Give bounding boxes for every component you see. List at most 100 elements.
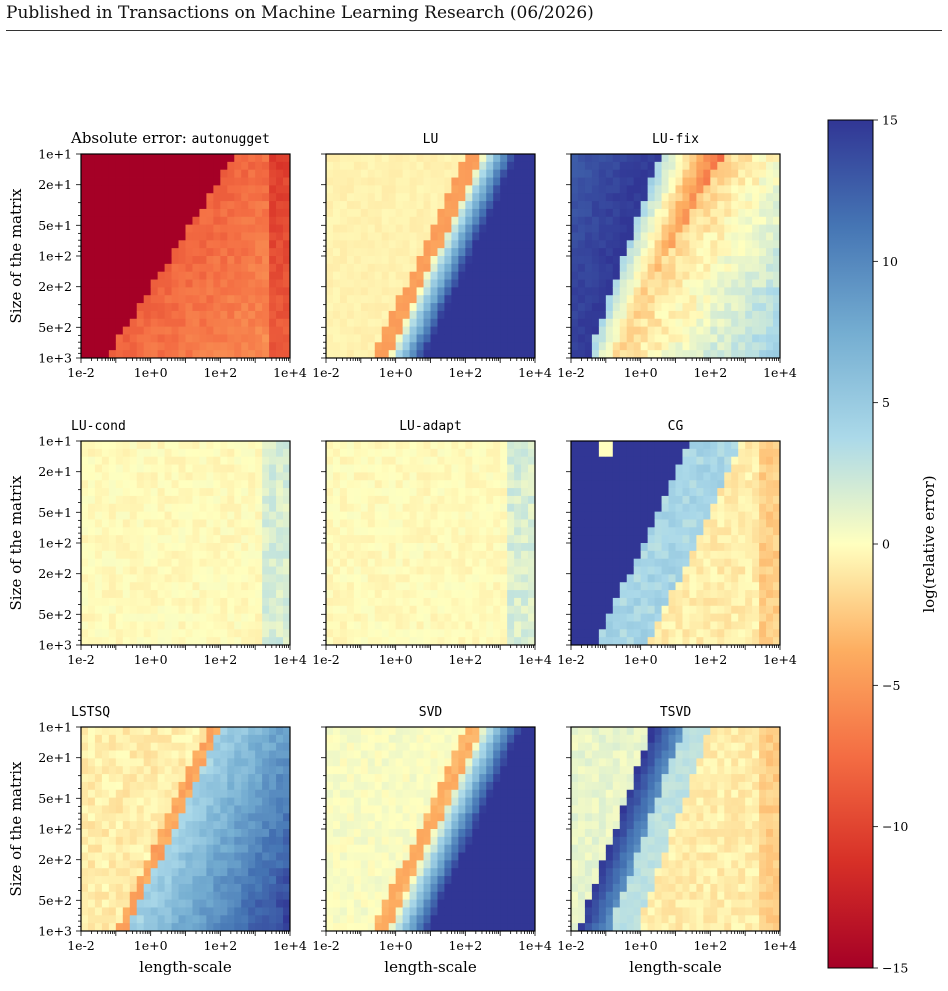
heatmap-cell — [738, 256, 746, 265]
heatmap-cell — [332, 271, 341, 280]
heatmap-cell — [493, 177, 501, 186]
heatmap-cell — [717, 621, 725, 630]
heatmap-cell — [381, 511, 390, 520]
panel-title: LU-cond — [71, 419, 126, 434]
heatmap-cell — [164, 326, 172, 335]
heatmap-cell — [571, 350, 579, 359]
heatmap-cell — [423, 169, 431, 178]
heatmap-cell — [353, 334, 362, 343]
heatmap-cell — [647, 224, 655, 233]
heatmap-cell — [276, 605, 284, 615]
heatmap-cell — [766, 208, 774, 218]
heatmap-cell — [409, 185, 417, 194]
heatmap-cell — [465, 464, 473, 473]
heatmap-cell — [571, 169, 579, 178]
heatmap-cell — [451, 605, 459, 615]
heatmap-cell — [528, 590, 536, 599]
heatmap-cell — [493, 318, 501, 328]
heatmap-cell — [388, 441, 397, 450]
heatmap-cell — [402, 318, 410, 328]
heatmap-cell — [472, 303, 480, 312]
heatmap-cell — [409, 334, 417, 343]
heatmap-cell — [486, 558, 494, 567]
heatmap-cell — [185, 216, 193, 226]
heatmap-cell — [353, 169, 362, 178]
heatmap-cell — [185, 169, 193, 178]
heatmap-cell — [227, 558, 235, 567]
heatmap-cell — [241, 503, 249, 513]
heatmap-cell — [633, 318, 642, 328]
heatmap-cell — [185, 527, 193, 536]
heatmap-cell — [612, 224, 621, 233]
heatmap-cell — [353, 201, 362, 210]
heatmap-cell — [122, 279, 131, 288]
heatmap-cell — [479, 334, 487, 343]
heatmap-cell — [675, 597, 683, 607]
heatmap-cell — [326, 566, 334, 575]
heatmap-cell — [402, 543, 410, 552]
heatmap-cell — [367, 334, 376, 343]
heatmap-cell — [409, 472, 417, 481]
heatmap-cell — [164, 350, 172, 359]
heatmap-cell — [192, 154, 200, 163]
heatmap-cell — [633, 303, 642, 312]
heatmap-cell — [696, 590, 704, 599]
heatmap-cell — [571, 472, 579, 481]
heatmap-cell — [703, 574, 711, 583]
heatmap-cell — [262, 177, 270, 186]
heatmap-cell — [472, 216, 480, 226]
heatmap-cell — [696, 342, 704, 351]
heatmap-cell — [381, 177, 390, 186]
heatmap-cell — [164, 605, 172, 615]
heatmap-cell — [227, 527, 235, 536]
heatmap-cell — [423, 558, 431, 567]
heatmap-cell — [500, 310, 508, 320]
heatmap-cell — [87, 216, 96, 226]
heatmap-cell — [339, 303, 348, 312]
heatmap-cell — [164, 543, 172, 552]
heatmap-cell — [171, 310, 179, 320]
heatmap-cell — [710, 543, 718, 552]
heatmap-cell — [458, 295, 466, 304]
heatmap-cell — [326, 177, 334, 186]
heatmap-cell — [101, 574, 110, 583]
heatmap-cell — [150, 326, 159, 335]
heatmap-cell — [619, 177, 628, 186]
heatmap-cell — [234, 310, 242, 320]
heatmap-cell — [500, 334, 508, 343]
heatmap-cell — [696, 287, 704, 296]
heatmap-cell — [745, 201, 753, 210]
heatmap-cell — [486, 448, 494, 458]
heatmap-cell — [339, 511, 348, 520]
heatmap-cell — [584, 193, 593, 202]
heatmap-cell — [479, 154, 487, 163]
heatmap-cell — [101, 161, 110, 171]
heatmap-cell — [423, 488, 431, 497]
heatmap-cell — [458, 201, 466, 210]
heatmap-cell — [87, 256, 96, 265]
heatmap-cell — [157, 232, 165, 241]
heatmap-cell — [157, 185, 165, 194]
heatmap-cell — [654, 448, 662, 458]
heatmap-cell — [255, 566, 263, 575]
heatmap-cell — [367, 161, 376, 171]
heatmap-cell — [381, 350, 390, 359]
heatmap-cell — [430, 550, 438, 560]
heatmap-cell — [248, 456, 256, 465]
heatmap-cell — [178, 161, 186, 171]
heatmap-cell — [479, 613, 487, 622]
heatmap-cell — [703, 637, 711, 646]
heatmap-cell — [654, 629, 662, 638]
heatmap-cell — [738, 590, 746, 599]
heatmap-cell — [619, 613, 628, 622]
heatmap-cell — [81, 248, 89, 257]
heatmap-cell — [234, 472, 242, 481]
heatmap-cell — [458, 334, 466, 343]
heatmap-cell — [220, 488, 228, 497]
heatmap-cell — [521, 154, 529, 163]
heatmap-cell — [571, 480, 579, 489]
heatmap-cell — [185, 441, 193, 450]
heatmap-cell — [773, 334, 781, 343]
heatmap-cell — [493, 448, 501, 458]
heatmap-cell — [388, 224, 397, 233]
